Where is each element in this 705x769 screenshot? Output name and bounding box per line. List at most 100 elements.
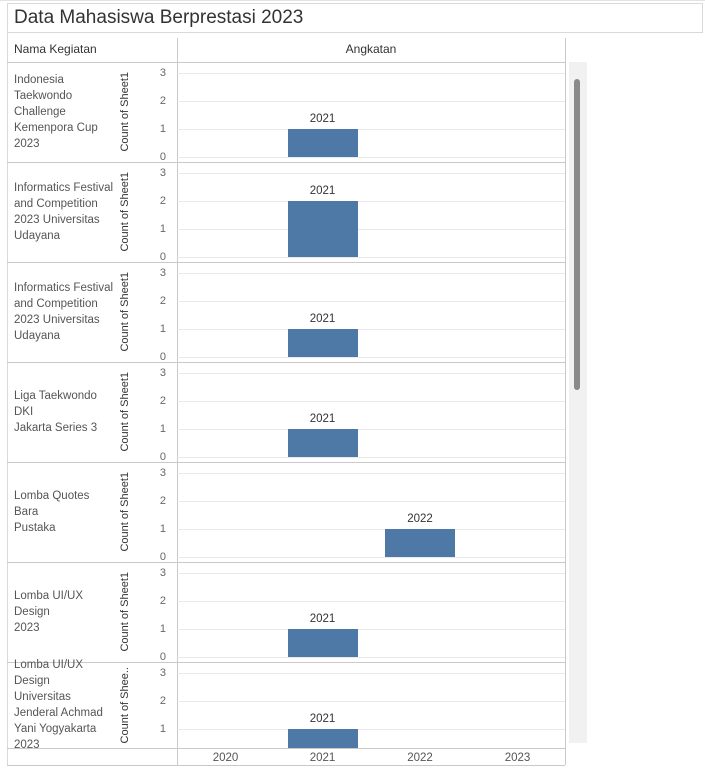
gridline [177,601,565,602]
y-axis-title-cell: Count of Sheet1 [112,562,138,662]
gridline [177,73,565,74]
row-header-nama-kegiatan[interactable]: Lomba UI/UX Design Universitas Jenderal Ac… [8,659,114,751]
row-header-line: Kemenpora Cup [14,122,98,134]
chart-title-box: Data Mahasiswa Berprestasi 2023 [7,3,703,33]
gridline [177,401,565,402]
y-axis-tick-label: 1 [159,123,166,135]
y-axis-tick-label: 2 [159,195,166,207]
y-axis-title: Count of Sheet1 [119,72,131,152]
row-header-nama-kegiatan[interactable]: Liga Taekwondo DKI Jakarta Series 3 [8,362,114,462]
y-axis-title: Count of Sheet1 [119,572,131,652]
row-header-line: Lomba Quotes Bara [14,490,90,518]
y-axis-title: Count of Shee.. [119,666,131,744]
gridline [177,701,565,702]
bar-mark[interactable] [287,329,358,357]
row-header-line: Lomba UI/UX Design [14,659,84,687]
bottom-border [7,765,565,766]
row-header-line: Lomba UI/UX Design [14,590,84,618]
bar-mark[interactable] [287,429,358,457]
row-header-nama-kegiatan[interactable]: Informatics Festival and Competition 2023 … [8,262,114,362]
row-separator [7,362,565,363]
row-header-line: 2023 Universitas [14,314,100,326]
x-axis-tick-label: 2023 [504,752,531,764]
row-header-line: Indonesia [14,74,64,86]
vertical-scrollbar-thumb[interactable] [574,79,580,390]
bar-mark[interactable] [287,129,358,157]
bar-mark[interactable] [287,201,358,257]
y-axis-title-cell: Count of Sheet1 [112,462,138,562]
bar-year-label: 2021 [309,713,336,725]
gridline [177,173,565,174]
pane-right-border [565,38,566,765]
row-header-line: Yani Yogyakarta [14,723,97,735]
y-axis-tick-label: 1 [159,723,166,735]
row-separator [7,162,565,163]
gridline-zero [177,357,565,358]
bar-year-label: 2021 [309,613,336,625]
y-axis-title-cell: Count of Sheet1 [112,62,138,162]
row-header-line: Jakarta Series 3 [14,422,98,434]
row-separator [7,262,565,263]
y-axis-tick-label: 2 [159,695,166,707]
x-axis-tick-label: 2022 [407,752,433,764]
y-axis-title-cell: Count of Sheet1 [112,362,138,462]
row-separator [7,748,565,749]
row-header-nama-kegiatan[interactable]: Lomba Quotes Bara Pustaka [8,462,114,562]
y-axis-tick-label: 3 [159,367,166,379]
row-header-line: Challenge [14,106,66,118]
y-axis-tick-label: 0 [159,551,166,563]
y-axis-title-cell: Count of Sheet1 [112,162,138,262]
row-header-line: Universitas [14,691,71,703]
y-axis-tick-label: 2 [159,495,166,507]
row-header-nama-kegiatan[interactable]: Informatics Festival and Competition 2023 … [8,162,114,262]
y-axis-title: Count of Sheet1 [119,372,131,452]
header-underline [7,62,565,63]
gridline-zero [177,457,565,458]
gridline [177,329,565,330]
y-axis-tick-label: 0 [159,351,166,363]
bar-year-label: 2021 [309,113,336,125]
bar-year-label: 2021 [309,185,336,197]
row-separator [7,562,565,563]
gridline [177,729,565,730]
y-axis-tick-label: 0 [159,251,166,263]
y-axis-tick-label: 2 [159,295,166,307]
bar-mark[interactable] [287,629,358,657]
bar-year-label: 2021 [309,413,336,425]
gridline [177,529,565,530]
row-header-line: 2023 Universitas [14,214,100,226]
y-axis-tick-label: 3 [159,267,166,279]
gridline [177,473,565,474]
gridline [177,301,565,302]
row-header-line: and Competition [14,298,98,310]
name-column-header[interactable]: Nama Kegiatan [14,42,97,56]
row-header-line: 2023 [14,138,40,150]
row-header-nama-kegiatan[interactable]: Lomba UI/UX Design 2023 [8,562,114,662]
gridline [177,429,565,430]
row-separator [7,662,565,663]
gridline-zero [177,157,565,158]
angkatan-column-header[interactable]: Angkatan [345,42,397,56]
x-axis-tick-label: 2020 [212,752,239,764]
y-axis-tick-label: 1 [159,223,166,235]
row-header-line: Pustaka [14,522,56,534]
row-header-line: Udayana [14,230,61,242]
y-axis-tick-label: 3 [159,67,166,79]
bar-mark[interactable] [385,529,455,557]
vertical-scrollbar-track[interactable] [569,62,587,743]
window-top-edge [0,0,705,1]
y-axis-tick-label: 1 [159,623,166,635]
y-axis-tick-label: 2 [159,395,166,407]
y-axis-tick-label: 2 [159,95,166,107]
y-axis-title: Count of Sheet1 [119,272,131,352]
row-header-nama-kegiatan[interactable]: Indonesia Taekwondo Challenge Kemenpora Cup… [8,62,114,162]
bar-mark[interactable] [287,729,358,748]
y-axis-tick-label: 0 [159,451,166,463]
gridline-zero [177,657,565,658]
gridline [177,573,565,574]
y-axis-title-cell: Count of Shee.. [112,662,138,748]
row-header-line: Udayana [14,330,61,342]
chart-title: Data Mahasiswa Berprestasi 2023 [14,7,304,28]
gridline-zero [177,557,565,558]
